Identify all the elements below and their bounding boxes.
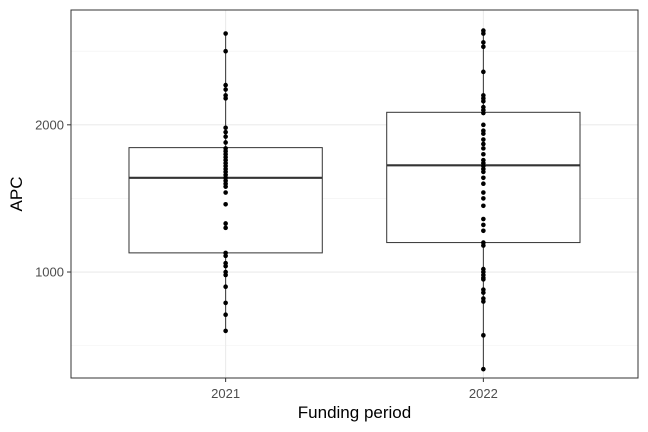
data-point	[481, 69, 486, 75]
data-point	[223, 96, 228, 101]
data-point	[481, 122, 486, 128]
data-point	[481, 333, 486, 338]
data-point	[481, 277, 486, 282]
box-group-2021	[128, 31, 323, 334]
data-point	[481, 203, 486, 209]
data-point	[481, 98, 486, 104]
data-point	[223, 48, 228, 54]
y-tick-label: 2000	[35, 117, 64, 132]
data-point	[223, 82, 228, 88]
x-tick-label: 2021	[211, 386, 240, 401]
data-point	[481, 181, 486, 186]
boxes	[128, 28, 581, 372]
data-point	[223, 253, 228, 259]
data-point	[481, 44, 486, 50]
data-point	[223, 328, 228, 334]
data-point	[481, 290, 486, 295]
y-axis-title: APC	[7, 177, 26, 212]
data-point	[481, 110, 486, 116]
data-point	[223, 31, 228, 36]
data-point	[481, 137, 486, 142]
data-point	[481, 366, 486, 372]
data-point	[481, 190, 486, 195]
x-tick-label: 2022	[469, 386, 498, 401]
y-tick-label: 1000	[35, 265, 64, 280]
data-point	[223, 125, 228, 131]
axes: 1000 2000 2021 2022	[35, 117, 498, 401]
data-point	[481, 169, 486, 175]
box-group-2022	[386, 28, 581, 372]
data-point	[223, 190, 228, 195]
data-point	[481, 141, 486, 147]
data-point	[223, 87, 228, 92]
data-point	[481, 151, 486, 157]
data-point	[223, 202, 228, 207]
data-point	[223, 140, 228, 145]
data-point	[223, 284, 228, 290]
plot-border	[70, 9, 639, 379]
data-point	[223, 134, 228, 139]
x-axis-title: Funding period	[298, 403, 411, 422]
data-point	[223, 221, 228, 226]
data-point	[481, 175, 486, 181]
data-point	[223, 263, 228, 269]
data-point	[481, 196, 486, 201]
data-point	[481, 146, 486, 151]
data-point	[223, 300, 228, 306]
data-point	[481, 222, 486, 228]
data-point	[481, 40, 486, 45]
data-point	[223, 272, 228, 278]
data-point	[481, 228, 486, 234]
data-point	[481, 131, 486, 136]
data-point	[223, 312, 228, 318]
data-point	[223, 184, 228, 189]
data-point	[481, 243, 486, 248]
data-point	[223, 129, 228, 135]
data-point	[481, 299, 486, 304]
data-point	[223, 225, 228, 231]
data-point	[481, 31, 486, 36]
data-point	[481, 216, 486, 222]
